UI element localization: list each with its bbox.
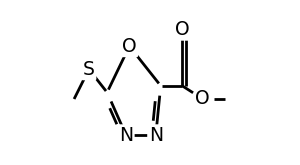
Text: N: N [149,126,163,145]
Text: O: O [122,37,137,56]
Text: N: N [119,126,133,145]
Text: S: S [83,60,95,79]
Text: O: O [175,20,190,39]
Text: O: O [196,89,210,109]
